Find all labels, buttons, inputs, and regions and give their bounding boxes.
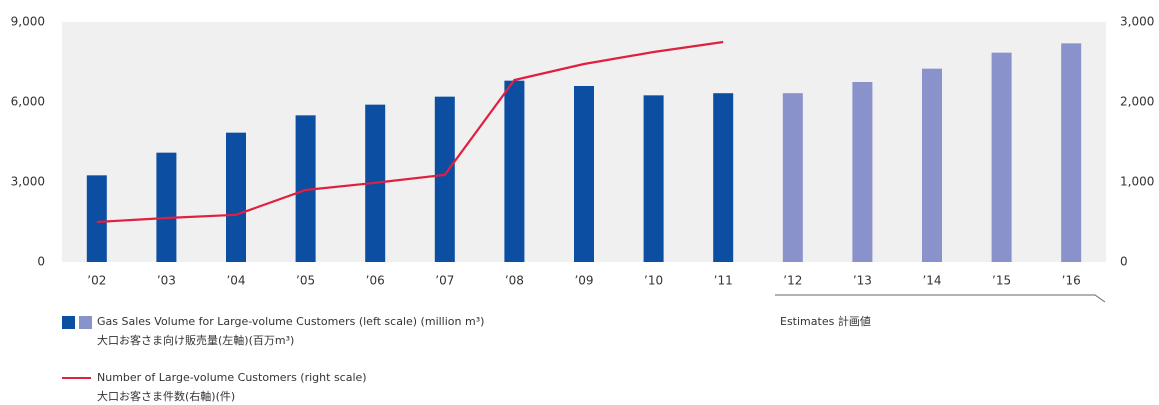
x-tick-label: ’15 bbox=[992, 274, 1011, 288]
legend-label: Gas Sales Volume for Large-volume Custom… bbox=[97, 315, 484, 328]
bar bbox=[1061, 43, 1082, 263]
x-tick-label: ’11 bbox=[714, 274, 733, 288]
bar bbox=[226, 132, 246, 262]
legend-swatch bbox=[62, 316, 75, 329]
x-tick-label: ’07 bbox=[435, 274, 454, 288]
x-tick-label: ’08 bbox=[505, 274, 524, 288]
bar bbox=[713, 93, 734, 262]
yticks-label: 3,000 bbox=[11, 175, 45, 189]
bar bbox=[574, 86, 594, 262]
bar bbox=[156, 152, 177, 262]
bar bbox=[991, 52, 1012, 262]
bar bbox=[643, 95, 664, 262]
legend-label-ja: 大口お客さま向け販売量(左軸)(百万m³) bbox=[97, 333, 294, 347]
x-tick-label: ’13 bbox=[853, 274, 872, 288]
x-tick-label: ’04 bbox=[226, 274, 245, 288]
y2ticks-label: 3,000 bbox=[1120, 15, 1154, 29]
bar bbox=[782, 93, 803, 262]
x-tick-label: ’14 bbox=[922, 274, 941, 288]
y2ticks-label: 2,000 bbox=[1120, 95, 1154, 109]
bar bbox=[504, 80, 525, 263]
line bbox=[96, 40, 724, 224]
legend-label-ja: 大口お客さま件数(右軸)(件) bbox=[97, 389, 235, 403]
yticks-label: 9,000 bbox=[11, 15, 45, 29]
x-tick-label: ’02 bbox=[87, 274, 106, 288]
x-tick-label: ’12 bbox=[783, 274, 802, 288]
x-tick-label: ’10 bbox=[644, 274, 663, 288]
x-tick-label: ’09 bbox=[574, 274, 593, 288]
bar bbox=[922, 68, 942, 263]
estimates-bracket bbox=[775, 294, 1106, 303]
x-tick-label: ’03 bbox=[157, 274, 176, 288]
yticks-label: 0 bbox=[37, 255, 45, 269]
legend-swatch bbox=[79, 316, 92, 329]
x-tick-label: ’16 bbox=[1062, 274, 1081, 288]
y2ticks-label: 0 bbox=[1120, 255, 1128, 269]
x-tick-label: ’06 bbox=[366, 274, 385, 288]
yticks-label: 6,000 bbox=[11, 95, 45, 109]
bar bbox=[86, 175, 107, 262]
y2ticks-label: 1,000 bbox=[1120, 175, 1154, 189]
bar bbox=[434, 96, 455, 263]
bar bbox=[852, 82, 873, 262]
x-tick-label: ’05 bbox=[296, 274, 315, 288]
legend-label: Number of Large-volume Customers (right … bbox=[97, 371, 367, 384]
bar bbox=[295, 115, 316, 262]
estimates-label: Estimates 計画値 bbox=[780, 314, 871, 328]
